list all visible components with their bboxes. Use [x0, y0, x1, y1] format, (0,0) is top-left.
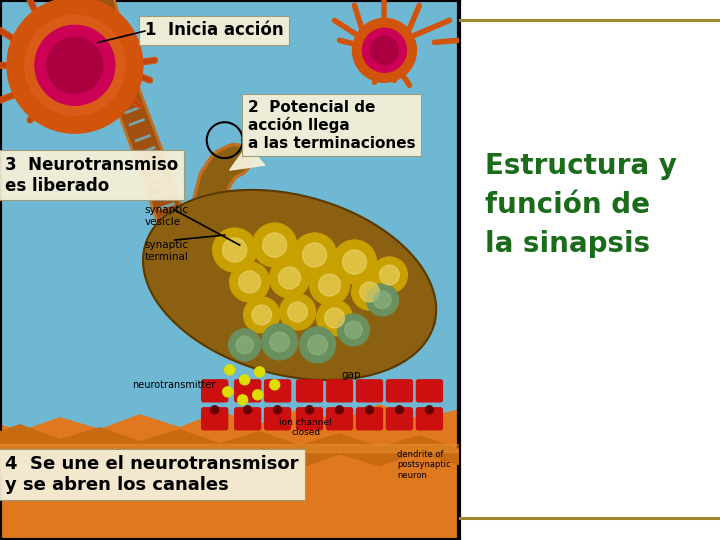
Text: 2  Potencial de
acción llega
a las terminaciones: 2 Potencial de acción llega a las termin…: [248, 100, 415, 151]
FancyBboxPatch shape: [327, 408, 353, 430]
Circle shape: [345, 321, 362, 339]
FancyBboxPatch shape: [356, 408, 382, 430]
Circle shape: [225, 365, 235, 375]
FancyBboxPatch shape: [265, 380, 291, 402]
Circle shape: [274, 406, 282, 414]
Circle shape: [362, 28, 406, 72]
Circle shape: [372, 257, 408, 293]
Circle shape: [336, 406, 343, 414]
Polygon shape: [254, 233, 318, 271]
Circle shape: [343, 250, 366, 274]
Circle shape: [253, 390, 263, 400]
Circle shape: [236, 336, 253, 354]
FancyBboxPatch shape: [416, 408, 442, 430]
Circle shape: [35, 25, 115, 105]
Circle shape: [318, 274, 341, 296]
Circle shape: [243, 406, 252, 414]
Circle shape: [212, 228, 256, 272]
FancyBboxPatch shape: [202, 408, 228, 430]
Circle shape: [279, 294, 315, 330]
Circle shape: [338, 314, 369, 346]
Circle shape: [270, 332, 289, 352]
Circle shape: [238, 271, 261, 293]
FancyBboxPatch shape: [235, 380, 261, 402]
Circle shape: [353, 18, 416, 82]
Circle shape: [310, 265, 349, 305]
Text: dendrite of
postsynaptic
neuron: dendrite of postsynaptic neuron: [397, 450, 451, 480]
Circle shape: [305, 406, 314, 414]
Polygon shape: [0, 444, 459, 452]
Circle shape: [269, 258, 310, 298]
Circle shape: [292, 233, 336, 277]
FancyBboxPatch shape: [416, 380, 442, 402]
Circle shape: [333, 240, 377, 284]
Circle shape: [307, 335, 328, 355]
Polygon shape: [143, 190, 436, 380]
Text: synaptic
vesicle: synaptic vesicle: [145, 205, 189, 227]
FancyBboxPatch shape: [387, 408, 413, 430]
Circle shape: [395, 406, 403, 414]
Text: 1  Inicia acción: 1 Inicia acción: [145, 22, 284, 39]
Circle shape: [222, 238, 247, 262]
Polygon shape: [230, 145, 265, 170]
Text: neurotransmitter: neurotransmitter: [132, 380, 215, 390]
Circle shape: [379, 265, 400, 285]
Circle shape: [426, 406, 433, 414]
Circle shape: [222, 387, 233, 397]
Text: 3  Neurotransmiso
es liberado: 3 Neurotransmiso es liberado: [5, 156, 179, 194]
Circle shape: [229, 329, 261, 361]
FancyBboxPatch shape: [387, 380, 413, 402]
Circle shape: [366, 284, 398, 316]
FancyBboxPatch shape: [235, 408, 261, 430]
Circle shape: [240, 375, 250, 385]
Circle shape: [263, 233, 287, 257]
Circle shape: [252, 305, 271, 325]
FancyBboxPatch shape: [265, 408, 291, 430]
Circle shape: [359, 282, 379, 302]
Circle shape: [351, 274, 387, 310]
Circle shape: [7, 0, 143, 133]
Circle shape: [238, 395, 248, 405]
Text: 4  Se une el neurotransmisor
y se abren los canales: 4 Se une el neurotransmisor y se abren l…: [5, 455, 299, 494]
Circle shape: [302, 243, 327, 267]
Circle shape: [230, 262, 269, 302]
Circle shape: [211, 406, 219, 414]
Text: gap: gap: [341, 370, 361, 380]
Polygon shape: [0, 405, 459, 539]
Circle shape: [325, 308, 344, 328]
Circle shape: [25, 15, 125, 115]
Circle shape: [47, 37, 103, 93]
Text: Estructura y
función de
la sinapsis: Estructura y función de la sinapsis: [485, 152, 678, 258]
Circle shape: [269, 380, 279, 390]
FancyBboxPatch shape: [297, 380, 323, 402]
Text: synaptic
terminal: synaptic terminal: [145, 240, 189, 262]
Circle shape: [317, 300, 353, 336]
Circle shape: [288, 302, 307, 322]
Circle shape: [261, 324, 297, 360]
Circle shape: [255, 367, 265, 377]
FancyBboxPatch shape: [202, 380, 228, 402]
FancyBboxPatch shape: [327, 380, 353, 402]
Circle shape: [243, 297, 279, 333]
Circle shape: [371, 36, 398, 64]
Circle shape: [253, 223, 297, 267]
Circle shape: [374, 291, 391, 309]
Circle shape: [279, 267, 300, 289]
Circle shape: [366, 406, 374, 414]
Circle shape: [300, 327, 336, 363]
Polygon shape: [0, 425, 459, 476]
Text: ion channel
closed: ion channel closed: [279, 418, 332, 437]
FancyBboxPatch shape: [356, 380, 382, 402]
FancyBboxPatch shape: [297, 408, 323, 430]
